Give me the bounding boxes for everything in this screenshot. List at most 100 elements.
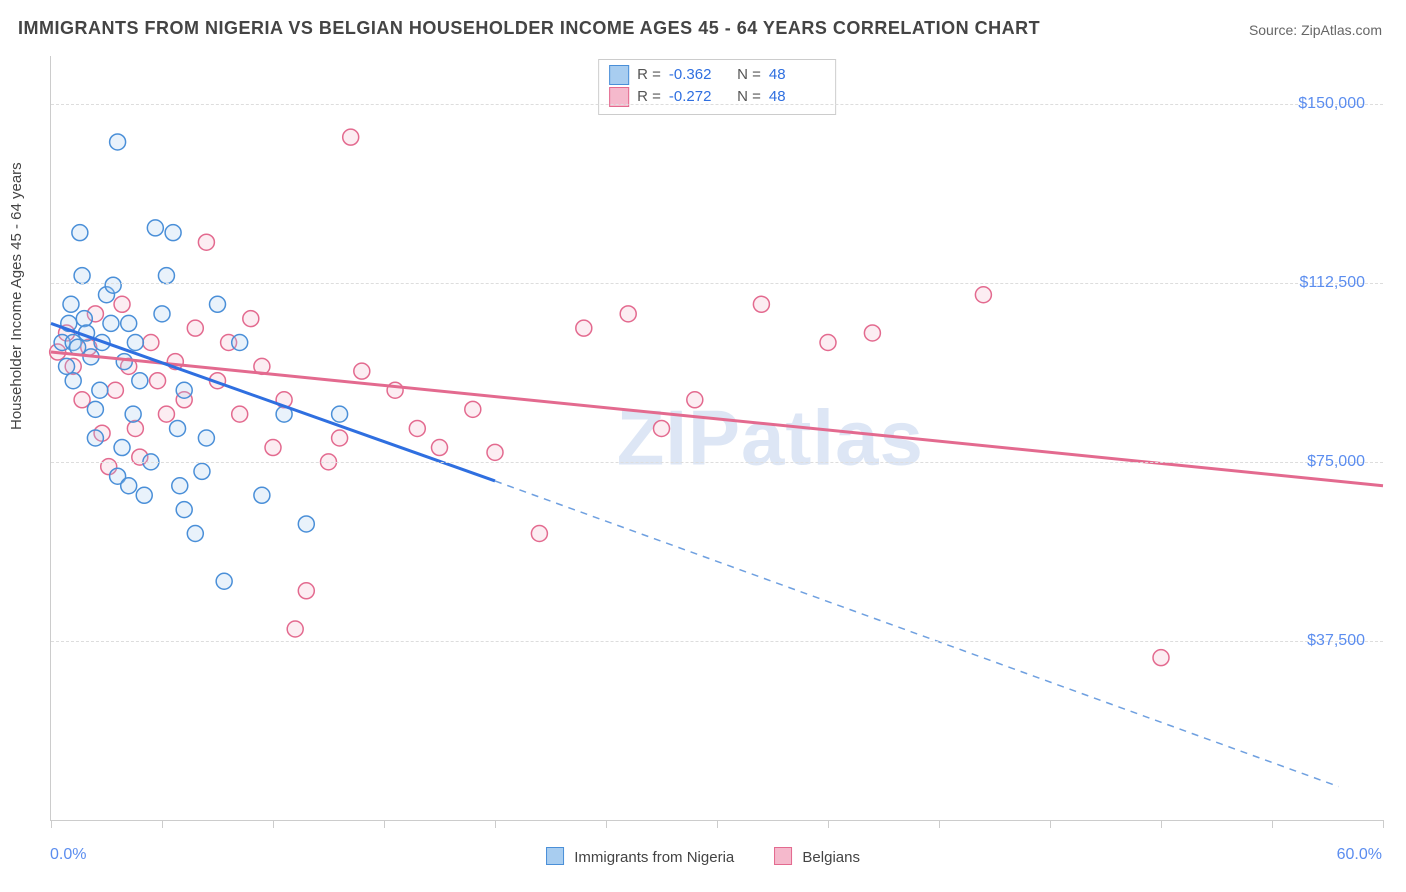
data-point [72,225,88,241]
data-point [354,363,370,379]
x-tick [1161,820,1162,828]
x-tick [606,820,607,828]
data-point [121,478,137,494]
source-label: Source: ZipAtlas.com [1249,22,1382,38]
gridline [51,462,1383,463]
x-tick [384,820,385,828]
data-point [975,287,991,303]
data-point [116,354,132,370]
data-point [165,225,181,241]
y-tick-label: $37,500 [1307,632,1365,650]
data-point [114,440,130,456]
x-axis-max-label: 60.0% [1337,846,1382,864]
x-tick [1050,820,1051,828]
data-point [409,420,425,436]
y-tick-label: $75,000 [1307,453,1365,471]
data-point [110,134,126,150]
data-point [170,420,186,436]
data-point [176,502,192,518]
gridline [51,104,1383,105]
chart-title: IMMIGRANTS FROM NIGERIA VS BELGIAN HOUSE… [18,18,1040,39]
y-tick-label: $112,500 [1299,274,1365,292]
data-point [103,315,119,331]
data-point [92,382,108,398]
trend-line [51,352,1383,486]
data-point [63,296,79,312]
data-point [654,420,670,436]
data-point [127,335,143,351]
data-point [864,325,880,341]
data-point [216,573,232,589]
data-point [121,315,137,331]
legend-label-1: Immigrants from Nigeria [574,849,734,866]
plot-area: ZIPatlas R = -0.362 N = 48 R = -0.272 N … [50,56,1383,821]
data-point [753,296,769,312]
data-point [332,406,348,422]
x-tick [51,820,52,828]
data-point [620,306,636,322]
x-axis-min-label: 0.0% [50,846,86,864]
data-point [87,430,103,446]
data-point [432,440,448,456]
data-point [127,420,143,436]
data-point [210,296,226,312]
x-tick [717,820,718,828]
y-axis-label: Householder Income Ages 45 - 64 years [8,162,25,430]
data-point [136,487,152,503]
data-point [287,621,303,637]
data-point [1153,650,1169,666]
data-point [531,526,547,542]
data-point [187,320,203,336]
legend-label-2: Belgians [802,849,860,866]
data-point [265,440,281,456]
x-tick [162,820,163,828]
legend-swatch-2 [774,847,792,865]
data-point [107,382,123,398]
data-point [487,444,503,460]
gridline [51,641,1383,642]
data-point [176,382,192,398]
x-tick [939,820,940,828]
x-tick [1272,820,1273,828]
data-point [298,583,314,599]
data-point [198,430,214,446]
legend-swatch-1 [546,847,564,865]
data-point [576,320,592,336]
data-point [172,478,188,494]
data-point [232,335,248,351]
data-point [105,277,121,293]
data-point [87,401,103,417]
data-point [332,430,348,446]
data-point [343,129,359,145]
data-point [158,268,174,284]
data-point [125,406,141,422]
data-point [198,234,214,250]
trend-line [51,323,495,481]
x-tick [1383,820,1384,828]
data-point [65,373,81,389]
data-point [132,373,148,389]
data-point [243,311,259,327]
data-point [298,516,314,532]
legend-item-1: Immigrants from Nigeria [546,847,734,866]
x-tick [495,820,496,828]
legend-bottom: Immigrants from Nigeria Belgians [546,847,860,866]
data-point [820,335,836,351]
data-point [76,311,92,327]
data-point [154,306,170,322]
data-point [465,401,481,417]
trend-line [495,481,1339,787]
data-point [114,296,130,312]
data-point [194,463,210,479]
y-tick-label: $150,000 [1298,95,1365,113]
gridline [51,283,1383,284]
data-point [254,487,270,503]
chart-svg [51,56,1383,820]
legend-item-2: Belgians [774,847,860,866]
data-point [687,392,703,408]
x-tick [273,820,274,828]
data-point [158,406,174,422]
data-point [74,268,90,284]
data-point [150,373,166,389]
data-point [232,406,248,422]
